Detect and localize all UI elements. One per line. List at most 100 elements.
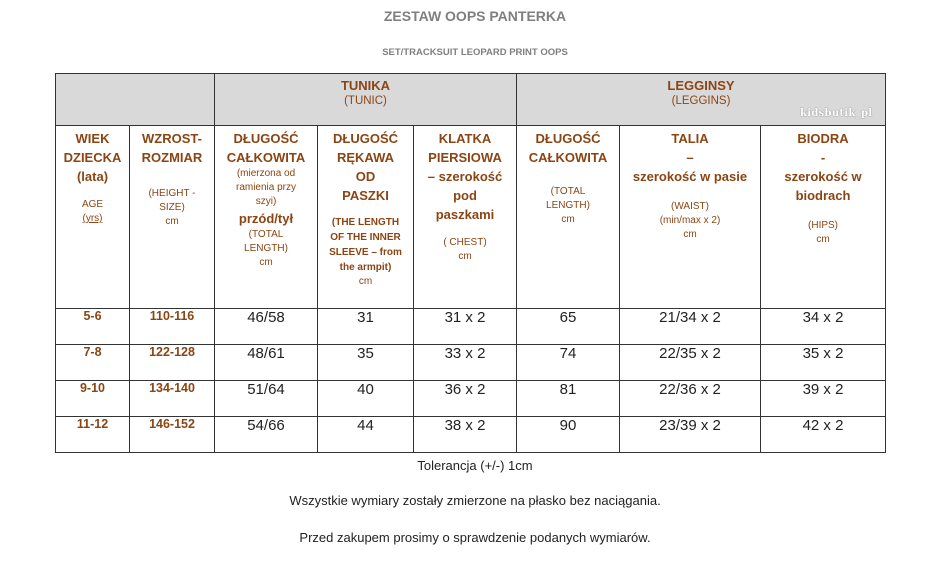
table-row: 11-12 146-152 54/66 44 38 x 2 90 23/39 x…	[55, 416, 887, 453]
col-header-height: WZROST- ROZMIAR (HEIGHT - SIZE) cm	[129, 125, 215, 309]
header-text: (HEIGHT -	[148, 188, 196, 199]
cell-leggings-length: 81	[516, 380, 620, 417]
group-leggings-label: LEGGINSY	[667, 78, 735, 93]
header-text: cm	[561, 214, 575, 225]
header-text: biodrach	[795, 188, 851, 203]
header-text: DŁUGOŚĆ	[535, 131, 601, 146]
header-text: ramienia przy	[235, 182, 297, 193]
header-text: RĘKAWA	[336, 150, 395, 165]
header-text: DZIECKA	[63, 150, 122, 165]
table-row: 7-8 122-128 48/61 35 33 x 2 74 22/35 x 2…	[55, 344, 887, 381]
cell-leggings-length: 90	[516, 416, 620, 453]
footer-note-measurement: Wszystkie wymiary zostały zmierzone na p…	[289, 493, 661, 508]
header-text: (min/max x 2)	[659, 215, 721, 226]
header-text: paszkami	[435, 207, 495, 222]
header-text: DŁUGOŚĆ	[333, 131, 398, 146]
table-row: 5-6 110-116 46/58 31 31 x 2 65 21/34 x 2…	[55, 308, 887, 345]
header-text: ROZMIAR	[141, 150, 203, 165]
header-text: (TOTAL	[550, 186, 586, 197]
header-text: (TOTAL	[248, 229, 284, 240]
header-text: CAŁKOWITA	[528, 150, 608, 165]
header-text: cm	[816, 234, 830, 245]
cell-age: 5-6	[55, 308, 130, 345]
col-header-age: WIEK DZIECKA (lata) AGE (yrs)	[55, 125, 130, 309]
cell-chest: 38 x 2	[413, 416, 517, 453]
header-text: –	[686, 150, 694, 165]
column-header-row: WIEK DZIECKA (lata) AGE (yrs) WZROST- RO…	[55, 125, 887, 309]
cell-height: 122-128	[129, 344, 215, 381]
header-text: KLATKA	[438, 131, 492, 146]
header-text: (THE LENGTH	[331, 217, 400, 228]
size-table: TUNIKA (TUNIC) LEGGINSY (LEGGINS) WIEK D…	[55, 73, 887, 453]
group-leggings: LEGGINSY (LEGGINS)	[515, 73, 887, 126]
group-empty-cell	[55, 73, 215, 126]
header-text: (mierzona od	[236, 168, 296, 179]
tolerance-note: Tolerancja (+/-) 1cm	[417, 458, 533, 473]
cell-chest: 31 x 2	[413, 308, 517, 345]
header-text: LENGTH)	[546, 200, 590, 211]
cell-age: 11-12	[55, 416, 130, 453]
col-header-waist: TALIA – szerokość w pasie (WAIST) (min/m…	[619, 125, 761, 309]
cell-sleeve: 40	[317, 380, 414, 417]
header-text: CAŁKOWITA	[226, 150, 306, 165]
table-row: 9-10 134-140 51/64 40 36 x 2 81 22/36 x …	[55, 380, 887, 417]
col-header-leggings-length: DŁUGOŚĆ CAŁKOWITA (TOTAL LENGTH) cm	[516, 125, 620, 309]
watermark-text: kidsbutik_pl	[800, 108, 873, 119]
col-header-chest: KLATKA PIERSIOWA – szerokość pod paszkam…	[413, 125, 517, 309]
cell-age: 7-8	[55, 344, 130, 381]
header-text: SLEEVE – from	[329, 247, 402, 258]
group-tunic-label: TUNIKA	[340, 78, 391, 93]
header-text: PASZKI	[342, 188, 389, 203]
cell-sleeve: 35	[317, 344, 414, 381]
header-text: szyi)	[255, 196, 277, 207]
cell-age: 9-10	[55, 380, 130, 417]
cell-waist: 21/34 x 2	[619, 308, 761, 345]
cell-leggings-length: 74	[516, 344, 620, 381]
cell-height: 110-116	[129, 308, 215, 345]
group-tunic-en: (TUNIC)	[344, 95, 387, 107]
group-leggings-en: (LEGGINS)	[671, 95, 731, 107]
cell-sleeve: 44	[317, 416, 414, 453]
header-text: cm	[358, 276, 373, 287]
header-text: DŁUGOŚĆ	[233, 131, 299, 146]
group-header-row: TUNIKA (TUNIC) LEGGINSY (LEGGINS)	[55, 73, 887, 126]
header-text: WZROST-	[142, 131, 202, 146]
header-text: PIERSIOWA	[428, 150, 502, 165]
cell-leggings-length: 65	[516, 308, 620, 345]
header-text: – szerokość	[427, 169, 503, 184]
header-text: ( CHEST)	[443, 237, 487, 248]
cell-hips: 35 x 2	[759, 344, 887, 381]
cell-tunic-length: 48/61	[214, 344, 318, 381]
header-text: (HIPS)	[808, 220, 839, 231]
header-text: cm	[259, 257, 273, 268]
cell-tunic-length: 51/64	[214, 380, 318, 417]
group-tunic: TUNIKA (TUNIC)	[214, 73, 517, 126]
cell-height: 134-140	[129, 380, 215, 417]
header-text: przód/tył	[238, 211, 294, 226]
col-header-hips: BIODRA - szerokość w biodrach (HIPS) cm	[759, 125, 887, 309]
cell-waist: 23/39 x 2	[619, 416, 761, 453]
footer-note-check: Przed zakupem prosimy o sprawdzenie poda…	[299, 530, 651, 545]
cell-chest: 33 x 2	[413, 344, 517, 381]
col-header-sleeve: DŁUGOŚĆ RĘKAWA OD PASZKI (THE LENGTH OF …	[317, 125, 414, 309]
col-header-tunic-length: DŁUGOŚĆ CAŁKOWITA (mierzona od ramienia …	[214, 125, 318, 309]
header-text: AGE	[81, 199, 104, 210]
header-text: the armpit)	[339, 262, 392, 273]
header-text: cm	[458, 251, 472, 262]
cell-height: 146-152	[129, 416, 215, 453]
header-text: (yrs)	[82, 213, 103, 224]
header-text: WIEK	[75, 131, 110, 146]
header-text: szerokość w	[784, 169, 862, 184]
header-text: OD	[355, 169, 376, 184]
header-text: BIODRA	[797, 131, 849, 146]
header-text: (lata)	[76, 169, 109, 184]
cell-tunic-length: 54/66	[214, 416, 318, 453]
cell-waist: 22/35 x 2	[619, 344, 761, 381]
header-text: -	[820, 150, 826, 165]
cell-hips: 34 x 2	[759, 308, 887, 345]
header-text: SIZE)	[159, 202, 185, 213]
header-text: pod	[453, 188, 477, 203]
header-text: cm	[683, 229, 697, 240]
document-subtitle: SET/TRACKSUIT LEOPARD PRINT OOPS	[382, 47, 568, 58]
cell-hips: 39 x 2	[759, 380, 887, 417]
